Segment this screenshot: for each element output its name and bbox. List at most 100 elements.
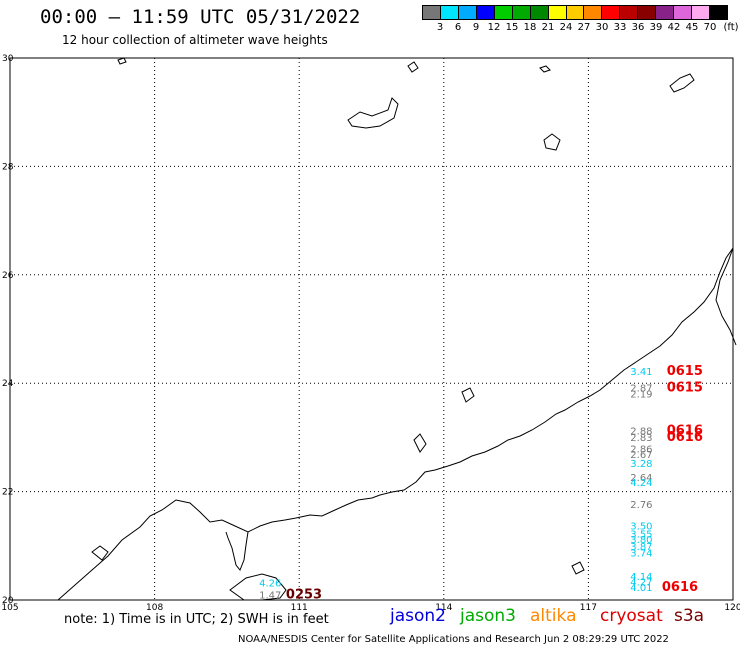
legend-label: 33 (613, 22, 627, 33)
wave-height-value: 2.87 (630, 383, 652, 394)
island (669, 73, 695, 93)
wave-height-value: 4.01 (630, 583, 652, 594)
island (91, 545, 109, 561)
y-tick-label: 26 (2, 271, 14, 281)
pass-time-label: 0616 (667, 430, 703, 445)
wave-height-value: 3.74 (630, 549, 652, 560)
wave-height-value: 2.86 (630, 445, 652, 456)
legend-swatch (476, 6, 495, 19)
island (571, 561, 585, 575)
legend-unit: (ft) (723, 22, 739, 33)
y-tick-label: 20 (2, 596, 14, 606)
y-tick-label: 24 (2, 379, 14, 389)
wave-height-value: 2.19 (630, 389, 652, 400)
x-tick-label: 114 (435, 603, 452, 613)
legend-label: 39 (649, 22, 663, 33)
page-title: 00:00 – 11:59 UTC 05/31/2022 (40, 6, 361, 28)
legend-label: 6 (454, 22, 462, 33)
legend-swatch (674, 6, 693, 19)
y-tick-label: 30 (2, 54, 14, 64)
satellite-name: s3a (674, 606, 705, 626)
legend-swatch (656, 6, 675, 19)
wave-height-value: 2.64 (630, 473, 652, 484)
wave-height-value: 4.24 (630, 478, 652, 489)
island (539, 65, 551, 73)
wave-height-value: 4.27 (630, 577, 652, 588)
legend-swatch (512, 6, 531, 19)
legend-swatch (620, 6, 639, 19)
legend-swatch (566, 6, 585, 19)
legend-label: 18 (523, 22, 537, 33)
pass-time-label: 0253 (286, 587, 322, 602)
pass-time-label: 0616 (662, 580, 698, 595)
satellite-name: jason2 (390, 606, 446, 626)
legend-labels: 3 6 9 12 15 18 21 24 27 30 33 36 39 42 45 70 (ft) (422, 22, 739, 36)
wave-height-value: 3.28 (630, 459, 652, 470)
pass-time-label: 0615 (667, 364, 703, 379)
legend-swatch (548, 6, 567, 19)
pass-time-label: 0616 (667, 424, 703, 439)
legend-swatch (423, 6, 441, 19)
map-grid (9, 57, 734, 601)
legend-swatch (692, 6, 710, 19)
wave-height-value: 3.87 (630, 542, 652, 553)
pass-time-label: 0615 (667, 380, 703, 395)
x-tick-label: 120 (724, 603, 740, 613)
y-tick-label: 28 (2, 162, 14, 172)
legend-swatch (602, 6, 621, 19)
legend-swatch (494, 6, 513, 19)
legend-label: 70 (703, 22, 717, 33)
x-tick-label: 111 (291, 603, 308, 613)
wave-height-value: 4.26 (259, 578, 281, 589)
island (543, 133, 561, 151)
page-subtitle: 12 hour collection of altimeter wave hei… (62, 33, 328, 47)
y-tick-label: 22 (2, 488, 13, 498)
legend-swatch (440, 6, 459, 19)
legend-swatch (584, 6, 603, 19)
wave-height-value: 4.14 (630, 572, 652, 583)
legend-label: 30 (595, 22, 609, 33)
coastline-east (715, 247, 737, 346)
island (461, 387, 475, 403)
legend-swatch (710, 6, 727, 19)
wave-height-value: 2.83 (630, 433, 652, 444)
wave-height-value: 2.88 (630, 427, 652, 438)
x-tick-label: 105 (1, 603, 18, 613)
legend-label: 12 (487, 22, 501, 33)
wave-height-value: 2.76 (630, 500, 652, 511)
coastline-peninsula (225, 531, 249, 571)
island (117, 57, 127, 65)
legend-label: 9 (472, 22, 480, 33)
legend-label: 15 (505, 22, 519, 33)
hainan-island (229, 573, 287, 601)
wave-height-value: 3.41 (630, 367, 652, 378)
satellite-name: jason3 (460, 606, 516, 626)
color-legend: 3 6 9 12 15 18 21 24 27 30 33 36 39 42 45 70 (ft) (422, 5, 739, 36)
satellite-name: altika (530, 606, 577, 626)
legend-swatch (458, 6, 477, 19)
coastline-mainland (57, 247, 734, 601)
wave-height-value: 3.50 (630, 522, 652, 533)
credit-text: NOAA/NESDIS Center for Satellite Applica… (238, 634, 669, 645)
axis-tick-labels: 105 108 111 114 117 120 30 28 26 24 22 20 (1, 54, 740, 613)
legend-label: 42 (667, 22, 681, 33)
legend-label: 36 (631, 22, 645, 33)
legend-swatch (530, 6, 549, 19)
legend-label: 21 (541, 22, 555, 33)
island (347, 97, 399, 129)
coastline (57, 57, 737, 601)
wave-height-value: 3.80 (630, 535, 652, 546)
legend-label: 27 (577, 22, 591, 33)
wave-height-value: 3.55 (630, 530, 652, 541)
island (407, 61, 419, 73)
satellite-name: cryosat (600, 606, 663, 626)
legend-swatches (422, 5, 728, 20)
wave-height-value: 2.67 (630, 450, 652, 461)
wave-height-value: 1.47 (259, 590, 281, 601)
x-tick-label: 108 (146, 603, 163, 613)
map-frame (9, 57, 734, 601)
island (413, 433, 427, 453)
legend-label: 24 (559, 22, 573, 33)
wave-observations: 3.41 2.872.19 2.882.832.862.673.28 2.644.24… (259, 364, 703, 602)
